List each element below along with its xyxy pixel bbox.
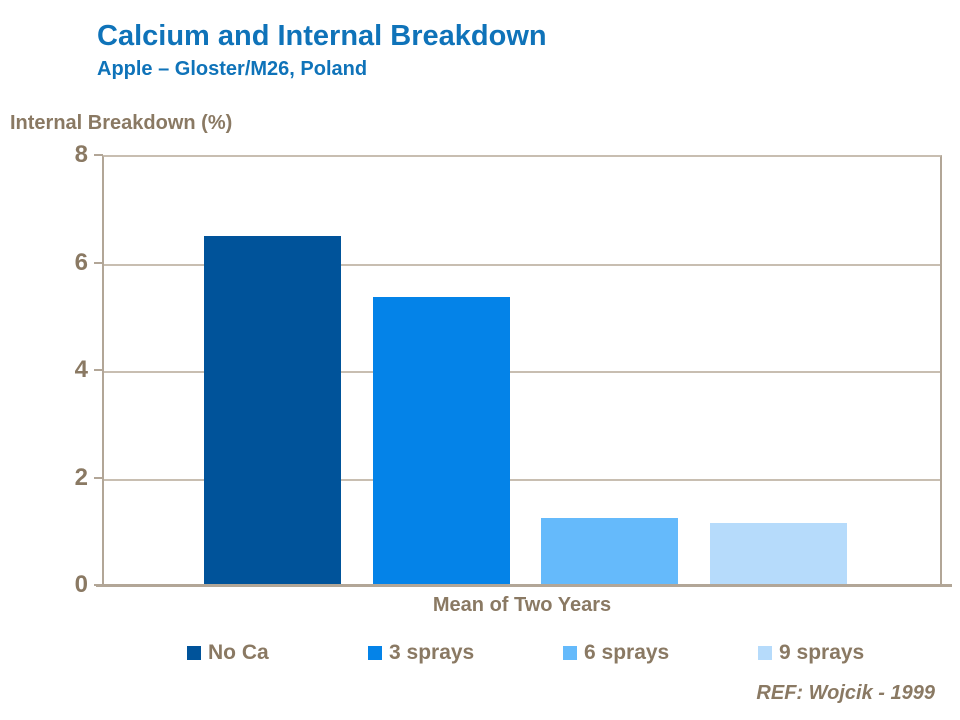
x-axis-label: Mean of Two Years [432, 594, 612, 616]
y-tick-mark-2 [94, 476, 103, 479]
gridline-2 [104, 478, 940, 481]
legend-swatch-icon [563, 646, 577, 660]
legend-item-6-sprays: 6 sprays [563, 641, 669, 665]
legend-swatch-icon [187, 646, 201, 660]
legend-item-3-sprays: 3 sprays [368, 641, 474, 665]
plot-area [102, 155, 942, 585]
bar-9-sprays [709, 523, 847, 585]
y-tick-mark-0 [94, 584, 103, 586]
legend-swatch-icon [758, 646, 772, 660]
legend-label: No Ca [208, 641, 269, 664]
y-tick-label-4: 4 [74, 356, 88, 383]
legend-label: 9 sprays [779, 641, 865, 664]
y-tick-mark-4 [94, 369, 103, 371]
bar-6-sprays [541, 517, 679, 585]
y-tick-label-8: 8 [74, 141, 88, 168]
y-tick-mark-8 [94, 154, 103, 156]
x-axis-line [96, 584, 952, 587]
legend-item-9-sprays: 9 sprays [758, 641, 864, 665]
chart-title: Calcium and Internal Breakdown [97, 20, 547, 52]
chart-subtitle: Apple – Gloster/M26, Poland [97, 58, 368, 80]
y-tick-label-0: 0 [74, 571, 88, 598]
legend-item-no-ca: No Ca [187, 641, 269, 665]
reference-text: REF: Wojcik - 1999 [756, 682, 935, 704]
legend-swatch-icon [368, 646, 382, 660]
bar-no-ca [204, 235, 342, 585]
y-tick-label-6: 6 [74, 248, 88, 276]
legend-label: 6 sprays [584, 641, 670, 664]
bar-3-sprays [372, 297, 510, 585]
legend-label: 3 sprays [389, 641, 475, 664]
y-tick-mark-6 [94, 261, 103, 264]
gridline-4 [104, 371, 940, 373]
gridline-6 [104, 263, 940, 266]
legend: No Ca 3 sprays 6 sprays 9 sprays [0, 641, 960, 671]
y-tick-label-2: 2 [74, 463, 88, 491]
y-axis-title: Internal Breakdown (%) [10, 112, 233, 134]
